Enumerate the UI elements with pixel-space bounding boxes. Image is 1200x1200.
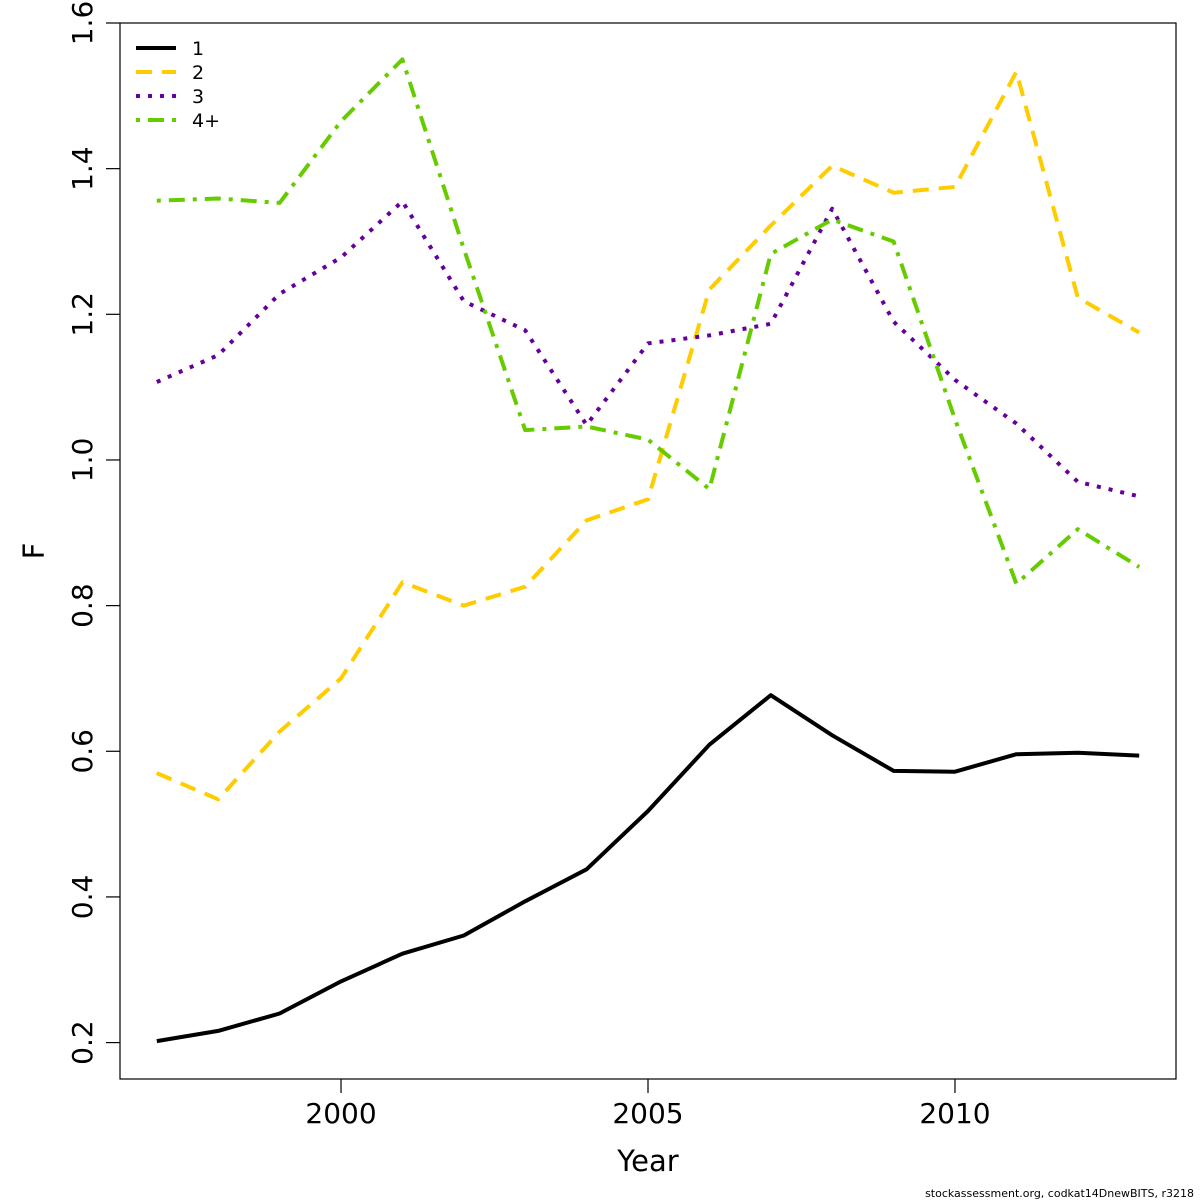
- y-tick-label: 0.6: [66, 729, 99, 774]
- y-tick-label: 1.4: [66, 146, 99, 191]
- y-tick-label: 1.2: [66, 292, 99, 337]
- y-tick-label: 1.6: [66, 1, 99, 46]
- y-tick-label: 0.4: [66, 875, 99, 920]
- y-axis-title: F: [17, 543, 51, 560]
- y-tick-label: 1.0: [66, 438, 99, 483]
- x-axis: 2000 2005 2010: [305, 1079, 991, 1130]
- series-line-2: [156, 69, 1141, 802]
- y-axis: 0.2 0.4 0.6 0.8 1.0 1.2 1.4 1.6: [66, 1, 120, 1065]
- x-tick-label: 2005: [612, 1097, 683, 1130]
- series-line-3: [155, 199, 1140, 499]
- legend-label-2: 2: [192, 62, 204, 84]
- x-axis-title: Year: [616, 1144, 678, 1178]
- legend-label-3: 3: [192, 86, 204, 108]
- y-tick-label: 0.8: [66, 583, 99, 628]
- series-layer: [155, 57, 1141, 1044]
- legend-label-4: 4+: [192, 110, 220, 132]
- credit-text: stockassessment.org, codkat14DnewBITS, r…: [925, 1187, 1194, 1200]
- series-line-1: [156, 693, 1140, 1044]
- series-line-4: [156, 57, 1141, 586]
- legend-label-1: 1: [192, 38, 204, 60]
- x-tick-label: 2000: [305, 1097, 376, 1130]
- x-tick-label: 2010: [919, 1097, 990, 1130]
- plot-frame: [119, 22, 1177, 1080]
- y-tick-label: 0.2: [66, 1020, 99, 1065]
